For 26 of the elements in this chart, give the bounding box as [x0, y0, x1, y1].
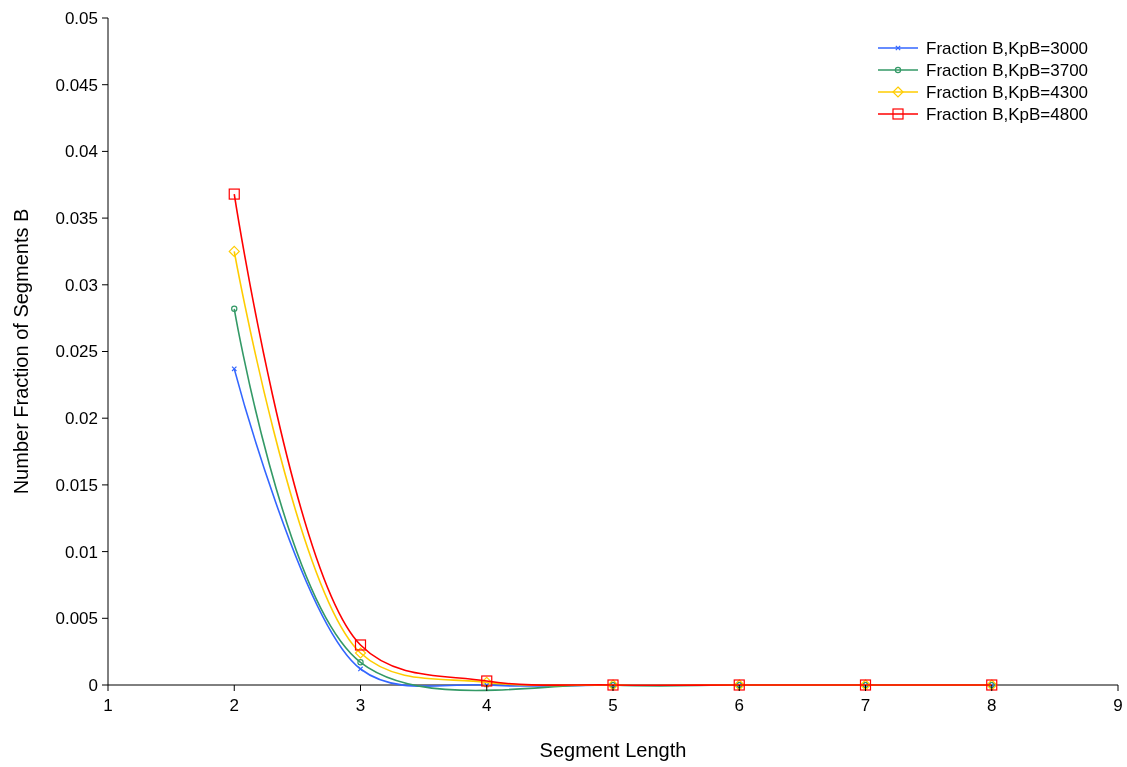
y-tick-label: 0.035 [55, 209, 98, 229]
x-tick-label: 8 [987, 696, 997, 715]
x-tick-label: 9 [1113, 696, 1123, 715]
legend-label: Fraction B,KpB=4800 [926, 104, 1089, 124]
y-tick-label: 0.025 [55, 342, 98, 362]
y-tick-label: 0.01 [64, 542, 98, 562]
y-axis-title: Number Fraction of Segments B [10, 208, 32, 495]
x-tick-label: 2 [229, 696, 239, 715]
y-tick-label: 0 [88, 675, 98, 695]
legend-label: Fraction B,KpB=3700 [926, 60, 1089, 80]
y-tick-label: 0.045 [55, 75, 98, 95]
legend-label: Fraction B,KpB=4300 [926, 82, 1089, 102]
x-tick-label: 5 [608, 696, 618, 715]
y-tick-label: 0.03 [64, 275, 98, 295]
x-tick-label: 1 [103, 696, 113, 715]
x-axis-title: Segment Length [539, 739, 687, 761]
x-tick-label: 4 [482, 696, 492, 715]
x-tick-label: 6 [734, 696, 744, 715]
y-tick-label: 0.005 [55, 609, 98, 629]
y-tick-label: 0.02 [64, 409, 98, 429]
y-tick-label: 0.015 [55, 475, 98, 495]
y-tick-label: 0.04 [64, 142, 98, 162]
x-tick-label: 7 [860, 696, 871, 715]
y-tick-label: 0.05 [64, 8, 98, 28]
legend-label: Fraction B,KpB=3000 [926, 38, 1089, 58]
x-tick-label: 3 [355, 696, 366, 715]
